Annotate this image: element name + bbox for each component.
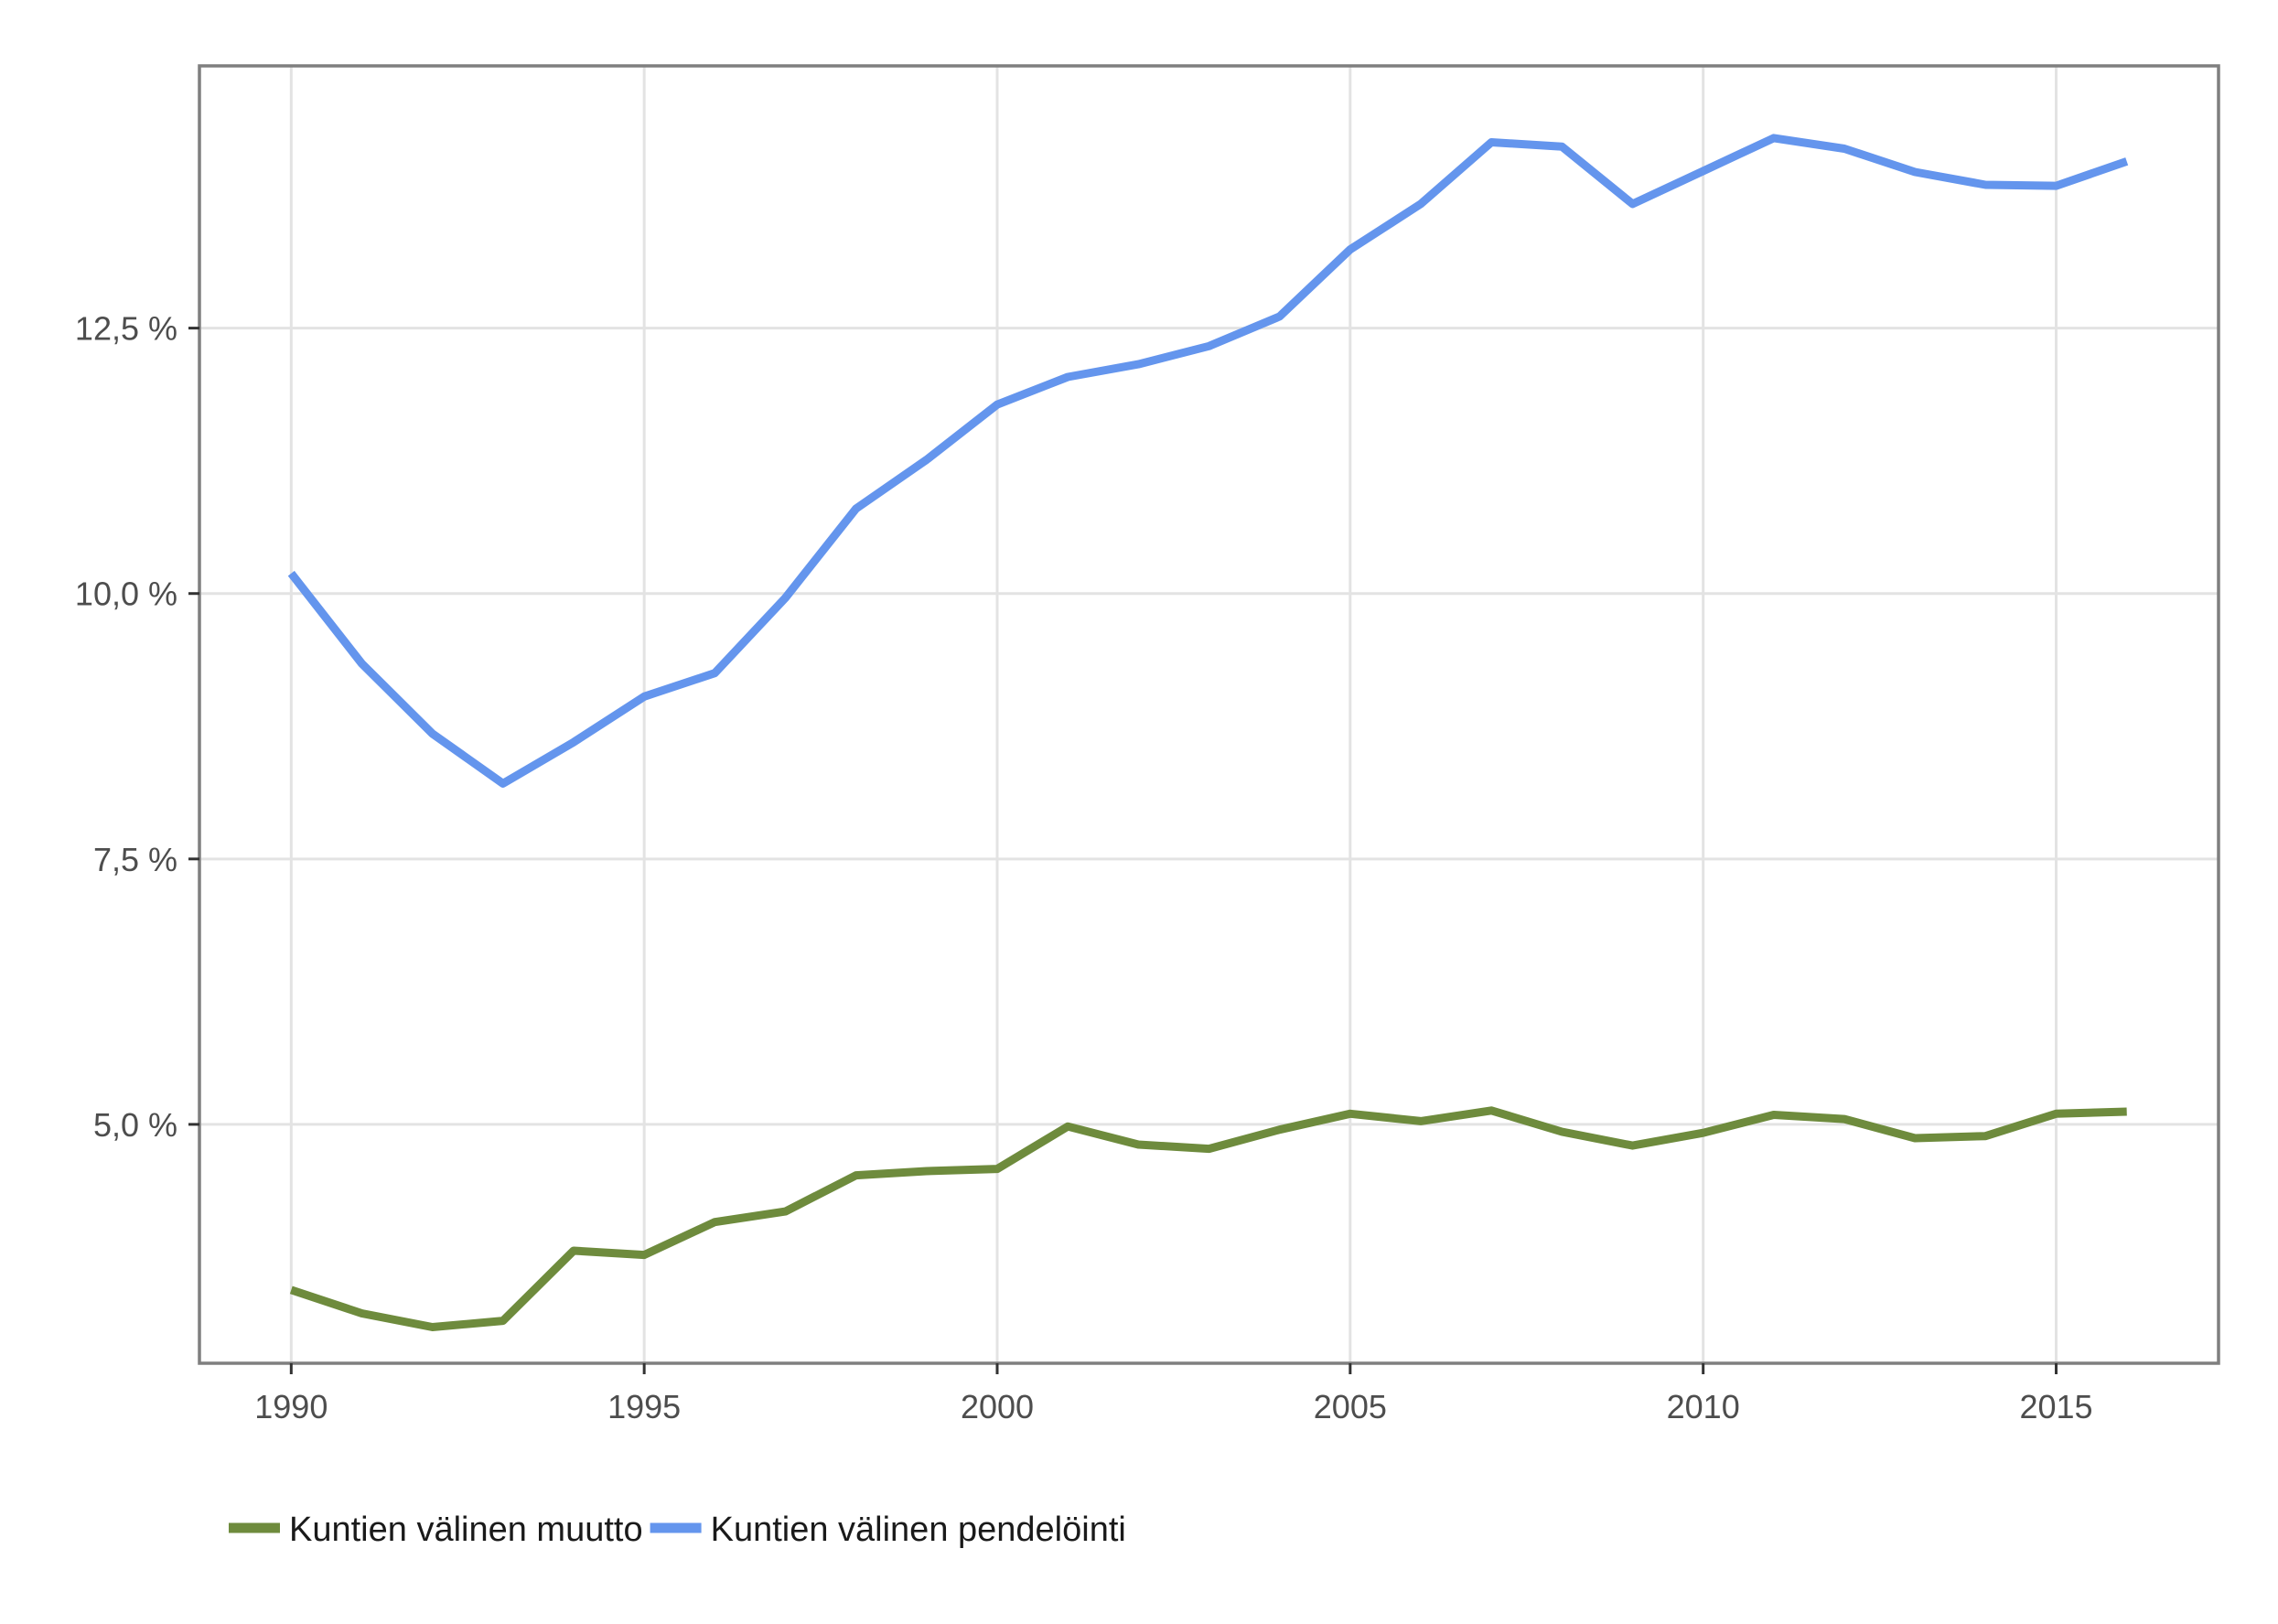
y-tick-label: 5,0 %	[93, 1106, 177, 1144]
x-tick-label: 1990	[254, 1388, 328, 1425]
legend-label-2: Kuntien välinen pendelöinti	[711, 1511, 1126, 1549]
plot-panel-border	[198, 64, 2220, 1365]
y-tick-label: 10,0 %	[75, 575, 177, 613]
series-line-2	[287, 134, 2129, 788]
series-lines	[287, 134, 2129, 1331]
legend: Kuntien välinen muutto Kuntien välinen pe…	[229, 1511, 1126, 1549]
axes: 1990 1995 2000 2005 2010 2015 5,0 % 7,5 % 10,0 %…	[75, 310, 2093, 1425]
x-tick-label: 2005	[1314, 1388, 1387, 1425]
series-line-1	[289, 1106, 2127, 1331]
x-tick-label: 2010	[1667, 1388, 1740, 1425]
y-tick-label: 7,5 %	[93, 841, 177, 878]
x-tick-label: 2015	[2019, 1388, 2092, 1425]
x-tick-label: 1995	[607, 1388, 681, 1425]
grid-lines	[199, 66, 2219, 1363]
x-tick-label: 2000	[961, 1388, 1034, 1425]
legend-label-1: Kuntien välinen muutto	[289, 1511, 643, 1549]
y-tick-label: 12,5 %	[75, 310, 177, 348]
